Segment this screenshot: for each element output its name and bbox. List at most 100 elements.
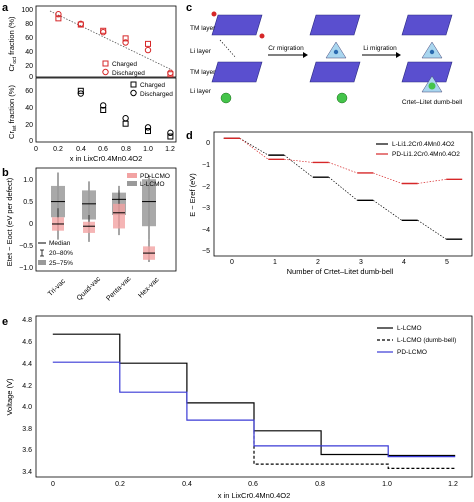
legend-discharged-bottom: Discharged: [140, 91, 173, 98]
e-ytick-4.6: 4.6: [22, 339, 32, 346]
d-connector-0: [239, 138, 269, 156]
a-bot-charged-point: [77, 87, 84, 94]
panel-a-bottom-yticks: 60 40 20 0: [25, 88, 33, 145]
e-series-l-lcmo-dumb-bell-: [253, 430, 456, 469]
d-connector-0: [328, 176, 358, 201]
oxygen-atom: [211, 11, 217, 17]
legend-discharged-top: Discharged: [112, 70, 145, 77]
panel-b-boxes: [51, 172, 156, 263]
d-connector-0: [284, 154, 313, 178]
migration-path-1: [219, 39, 237, 59]
e-xtick-0.6: 0.6: [248, 481, 258, 488]
d-ytick-m3: −3: [202, 205, 210, 212]
label-dumbbell: Crtet–Litet dumb-bell: [402, 99, 463, 106]
legend-charged-bottom-marker: [130, 81, 137, 88]
panel-a-top-points: [55, 11, 174, 78]
e-ytick-4.4: 4.4: [22, 361, 32, 368]
d-xtick-3: 3: [359, 259, 363, 266]
b-cat-penta-vac: Penta-vac: [105, 275, 133, 303]
a-xtick-0: 0: [34, 146, 38, 153]
a-top-ytick-80: 80: [25, 21, 33, 28]
a-bot-charged-point: [100, 107, 107, 113]
a-top-charged-point: [145, 40, 151, 47]
a-bot-ytick-40: 40: [25, 105, 33, 112]
legend-e-pd-lcmo: PD-LCMO: [397, 349, 427, 356]
a-xtick-1.0: 1.0: [143, 146, 153, 153]
d-connector-1: [417, 178, 447, 184]
panel-c-schematic: [211, 11, 453, 104]
a-top-discharged-point: [144, 46, 152, 54]
panel-d-lines: [223, 137, 463, 240]
panel-label-a: a: [2, 2, 9, 14]
legend-pd-li: PD-Li1.2Cr0.4Mn0.4O2: [392, 151, 460, 158]
panel-d-xticks: 0 1 2 3 4 5: [230, 259, 449, 266]
a-top-ytick-20: 20: [25, 63, 33, 70]
d-xtick-4: 4: [402, 259, 406, 266]
panel-e-lines: [52, 333, 456, 469]
panel-d-ylabel: E − Eref (eV): [188, 173, 197, 217]
legend-discharged-top-marker: [102, 68, 109, 76]
d-ytick-m1: −1: [202, 162, 210, 169]
e-ytick-4.0: 4.0: [22, 404, 32, 411]
d-connector-1: [239, 138, 269, 160]
a-bot-charged-point: [167, 133, 174, 140]
a-bot-charged-point: [122, 120, 129, 127]
legend-l-li: L-Li1.2Cr0.4Mn0.4O2: [392, 141, 455, 148]
a-top-charged-point: [122, 35, 129, 42]
d-connector-1: [328, 162, 358, 174]
panel-e-xlabel: x in LixCr0.4Mn0.4O2: [218, 491, 291, 500]
b-box-l-lcmo: [142, 179, 156, 227]
cr-tet-atom-3: [429, 49, 435, 55]
panel-e-xticks: 0 0.2 0.4 0.6 0.8 1.0 1.2: [51, 481, 458, 488]
label-tm-layer-2: TM layer: [190, 69, 216, 76]
tm-octahedra-2b: [309, 61, 361, 83]
panel-a-top-frame: [35, 5, 177, 78]
d-xtick-5: 5: [445, 259, 449, 266]
oxygen-atom: [259, 33, 265, 39]
d-connector-1: [284, 158, 313, 163]
e-xtick-1.0: 1.0: [382, 481, 392, 488]
panel-a-bottom-frame: [35, 77, 177, 143]
b-box-l-lcmo: [82, 190, 96, 220]
e-xtick-0.2: 0.2: [115, 481, 125, 488]
legend-median: Median: [49, 240, 71, 247]
panel-e-frame: [35, 315, 473, 478]
legend-l-lcmo: L-LCMO: [140, 181, 165, 188]
a-bot-charged-point: [145, 128, 151, 135]
a-bot-discharged-point: [167, 129, 174, 137]
tm-octahedra-1a: [211, 14, 263, 36]
cr-tet-atom-2: [333, 49, 339, 55]
e-xtick-1.2: 1.2: [448, 481, 458, 488]
e-xtick-0.4: 0.4: [182, 481, 192, 488]
a-top-charged-point: [55, 15, 62, 22]
b-ytick-m1.0: −1.0: [19, 265, 33, 272]
arrow-head-icon: [396, 52, 401, 58]
a-top-discharged-point: [122, 39, 129, 46]
d-ytick-m4: −4: [202, 227, 210, 234]
a-xtick-1.2: 1.2: [165, 146, 175, 153]
b-box-pd-lcmo: [113, 203, 125, 229]
a-top-ytick-0: 0: [29, 74, 33, 81]
a-bot-discharged-point: [77, 90, 85, 97]
d-connector-0: [373, 200, 402, 221]
legend-discharged-bottom-marker: [130, 89, 137, 97]
panel-a-xlabel: x in LixCr0.4Mn0.4O2: [70, 154, 143, 163]
legend-iqr-swatch: [38, 260, 46, 265]
a-bot-ytick-20: 20: [25, 122, 33, 129]
legend-l-lcmo-swatch: [127, 181, 137, 186]
panel-a-bottom-ylabel: Crtet fraction (%): [7, 85, 18, 139]
b-cat-hex-vac: Hex-vac: [137, 276, 160, 299]
legend-pd-lcmo-swatch: [127, 173, 137, 178]
panel-label-d: d: [186, 130, 193, 142]
panel-label-b: b: [2, 167, 9, 179]
a-top-ytick-60: 60: [25, 35, 33, 42]
d-ytick-m5: −5: [202, 248, 210, 255]
panel-b-frame: [35, 167, 177, 272]
b-ytick-m0.5: −0.5: [19, 243, 33, 250]
label-cr-migration: Cr migration: [268, 45, 304, 52]
a-xtick-0.2: 0.2: [53, 146, 63, 153]
legend-charged-top: Charged: [112, 61, 137, 68]
li-atom-2: [336, 92, 348, 104]
a-bot-discharged-point: [100, 102, 107, 109]
